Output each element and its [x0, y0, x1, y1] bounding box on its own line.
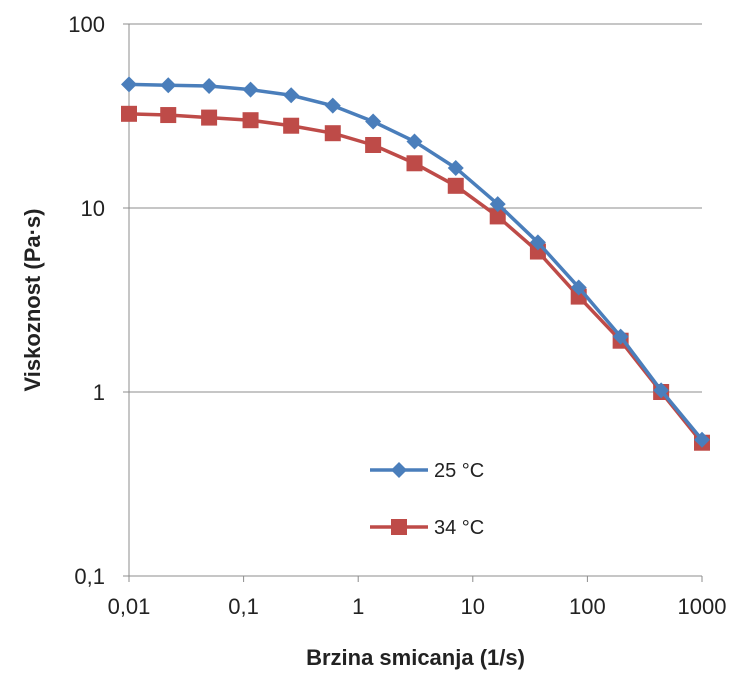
y-axis-title: Viskoznost (Pa·s)	[20, 209, 45, 392]
grid-lines	[129, 23, 702, 393]
data-point-diamond	[324, 97, 341, 114]
x-axis-title: Brzina smicanja (1/s)	[306, 645, 525, 670]
data-point-diamond	[653, 382, 670, 399]
data-point-diamond	[529, 234, 546, 251]
data-point-diamond	[121, 76, 137, 93]
y-tick-label: 1	[93, 380, 105, 405]
data-point-diamond	[570, 279, 587, 296]
data-point-square	[391, 519, 407, 535]
legend-item: 34 °C	[370, 517, 484, 539]
data-point-square	[489, 208, 506, 225]
data-point-diamond	[242, 81, 259, 98]
data-point-square	[406, 155, 423, 172]
data-point-diamond	[612, 328, 629, 345]
y-tick-label: 0,1	[74, 564, 105, 589]
data-point-diamond	[283, 87, 300, 104]
data-point-diamond	[391, 462, 407, 478]
y-tick-label: 100	[68, 12, 105, 37]
data-point-diamond	[694, 431, 710, 448]
axes	[123, 23, 703, 582]
data-point-square	[242, 112, 259, 129]
legend-label: 34 °C	[434, 517, 484, 539]
legend-label: 25 °C	[434, 460, 484, 482]
x-tick-label: 100	[569, 594, 606, 619]
x-tick-label: 0,01	[108, 594, 151, 619]
data-point-square	[121, 105, 137, 122]
data-point-diamond	[406, 133, 423, 150]
data-point-square	[160, 107, 177, 124]
data-point-diamond	[365, 113, 382, 130]
x-tick-label: 1000	[678, 594, 727, 619]
data-point-diamond	[447, 159, 464, 176]
x-tick-label: 0,1	[228, 594, 259, 619]
data-point-square	[365, 136, 382, 153]
data-point-diamond	[201, 78, 218, 95]
y-tick-label: 10	[81, 196, 105, 221]
x-tick-label: 10	[461, 594, 485, 619]
data-point-square	[283, 117, 300, 134]
legend: 25 °C 34 °C	[370, 460, 484, 539]
data-point-square	[324, 125, 341, 142]
series-layer	[121, 76, 710, 451]
series-2	[121, 105, 710, 451]
x-tick-label: 1	[352, 594, 364, 619]
data-point-diamond	[160, 77, 177, 94]
legend-item: 25 °C	[370, 460, 484, 482]
series-1	[121, 76, 710, 448]
data-point-square	[201, 109, 218, 126]
data-point-diamond	[489, 196, 506, 213]
data-point-square	[447, 177, 464, 194]
